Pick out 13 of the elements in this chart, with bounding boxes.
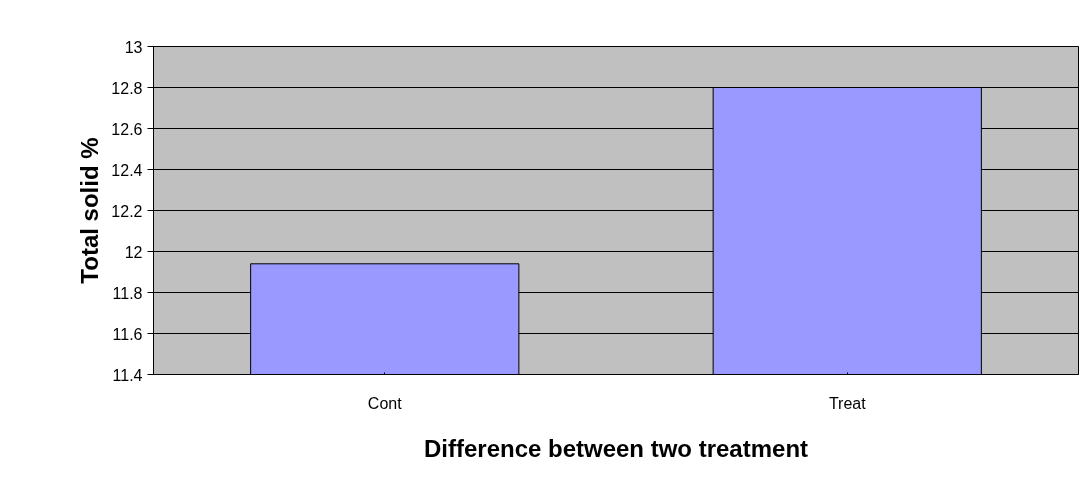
y-tick-label: 12.4	[111, 161, 143, 179]
y-axis-title: Total solid %	[76, 137, 104, 284]
x-axis-title: Difference between two treatment	[423, 434, 809, 462]
y-tick-label: 13	[124, 38, 143, 56]
x-tick-label: Treat	[828, 394, 867, 412]
y-tick-label: 12.2	[111, 202, 143, 220]
y-tick-label: 11.6	[112, 325, 143, 343]
x-tick-label: Cont	[367, 394, 403, 412]
y-tick-label: 12.6	[111, 120, 143, 138]
y-tick-label: 12.8	[111, 79, 143, 97]
y-tick-label: 11.8	[112, 284, 143, 302]
y-tick-label: 11.4	[112, 366, 143, 384]
y-tick-label: 12	[124, 243, 143, 261]
